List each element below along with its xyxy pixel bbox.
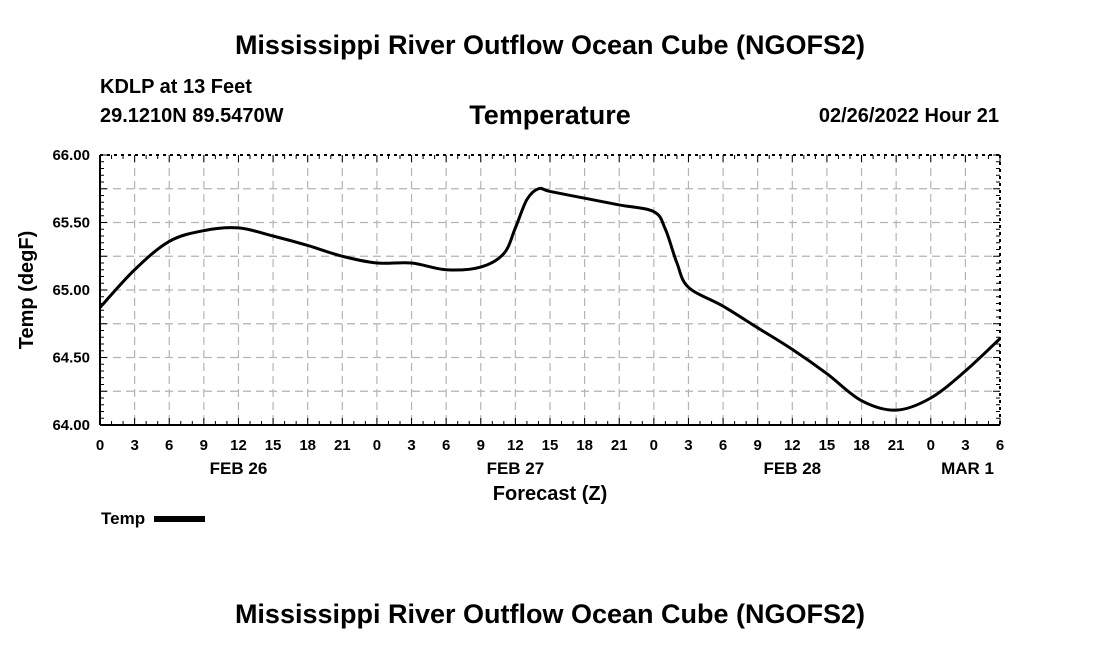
legend-line-swatch [154,516,206,522]
x-tick-label: 15 [542,437,559,454]
x-tick-label: 3 [407,437,415,454]
next-chart-title: Mississippi River Outflow Ocean Cube (NG… [234,599,866,629]
x-tick-label: 12 [784,437,801,454]
y-tick-label: 64.50 [52,350,90,367]
x-tick-label: 15 [819,437,836,454]
series-line-temp [98,186,1002,412]
x-tick-label: 0 [650,437,658,454]
x-tick-label: 0 [96,437,104,454]
axes: 64.00 64.50 65.00 65.50 66.00 0 3 6 9 12 15 18 21 0 3 6… [52,147,1004,478]
x-tick-label: 9 [200,437,208,454]
x-tick-label: 21 [611,437,628,454]
legend-label: Temp [101,509,146,528]
grid [100,155,1000,425]
x-tick-label: 6 [996,437,1004,454]
y-tick-label: 66.00 [52,147,90,164]
x-tick-label: 3 [684,437,692,454]
x-tick-label: 0 [927,437,935,454]
x-tick-label: 6 [442,437,450,454]
x-axis-label: Forecast (Z) [493,483,607,505]
station-label: KDLP at 13 Feet [100,76,252,98]
x-tick-label: 12 [507,437,524,454]
station-coordinates: 29.1210N 89.5470W [100,105,284,127]
variable-title: Temperature [469,100,631,130]
x-tick-label: 18 [576,437,593,454]
x-tick-label: 18 [853,437,870,454]
x-tick-label: 9 [754,437,762,454]
x-tick-label: 21 [334,437,351,454]
x-day-label: FEB 28 [763,459,821,478]
x-tick-label: 6 [165,437,173,454]
x-tick-label: 0 [373,437,381,454]
x-tick-label: 21 [888,437,905,454]
series-layer [98,186,1002,412]
x-tick-label: 3 [130,437,138,454]
x-day-label: FEB 26 [210,459,268,478]
x-tick-label: 15 [265,437,282,454]
y-tick-label: 65.50 [52,215,90,232]
x-tick-label: 18 [299,437,316,454]
legend: Temp [101,509,206,529]
x-tick-label: 3 [961,437,969,454]
x-tick-label: 9 [477,437,485,454]
y-tick-label: 64.00 [52,417,90,434]
x-day-label: FEB 27 [487,459,545,478]
chart-main-title: Mississippi River Outflow Ocean Cube (NG… [234,30,866,60]
x-tick-label: 12 [230,437,247,454]
x-tick-label: 6 [719,437,727,454]
y-tick-label: 65.00 [52,282,90,299]
x-day-label: MAR 1 [941,459,994,478]
forecast-datetime: 02/26/2022 Hour 21 [818,105,999,127]
y-axis-label: Temp (degF) [16,231,38,350]
